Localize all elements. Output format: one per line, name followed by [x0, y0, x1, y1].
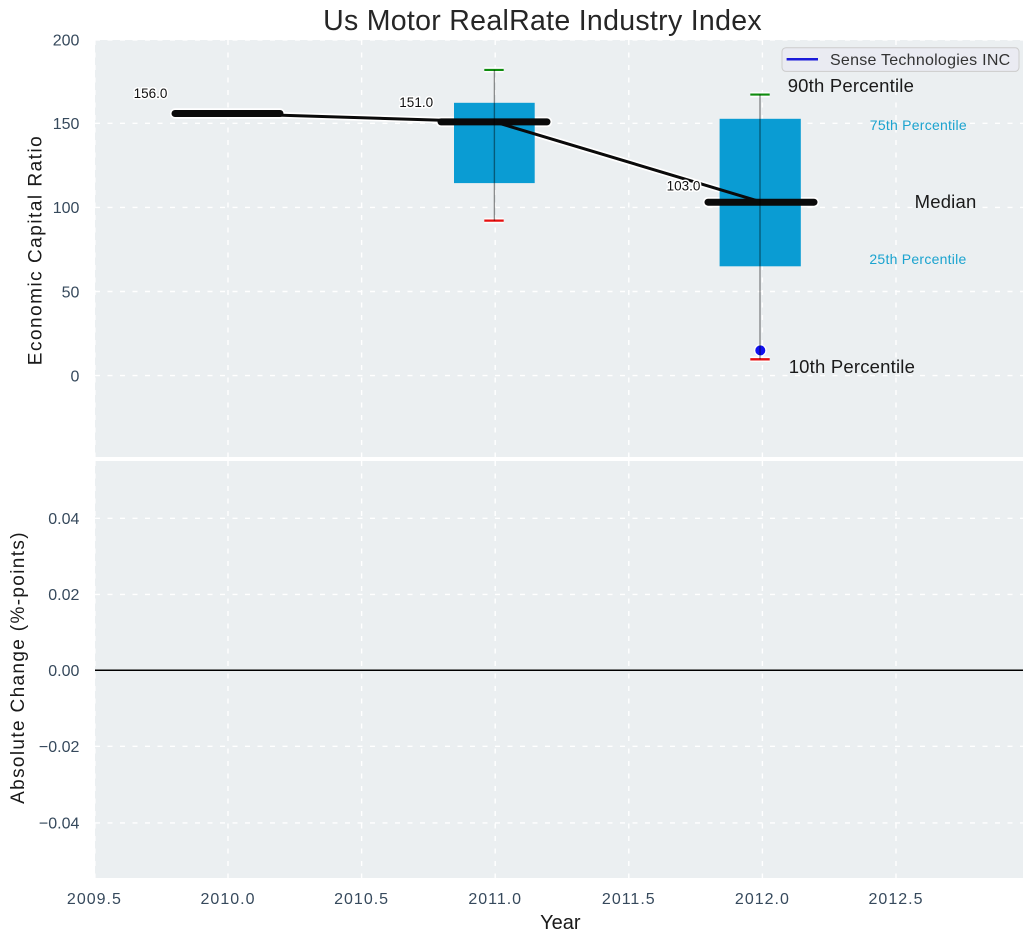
svg-text:10th Percentile: 10th Percentile [789, 356, 915, 377]
svg-text:151.0: 151.0 [399, 95, 433, 110]
svg-text:Year: Year [540, 912, 581, 934]
svg-text:2010.5: 2010.5 [334, 891, 389, 908]
svg-text:−0.04: −0.04 [39, 816, 80, 833]
svg-text:150: 150 [53, 116, 80, 133]
svg-text:100: 100 [53, 200, 80, 217]
svg-text:200: 200 [53, 33, 80, 50]
svg-text:75th Percentile: 75th Percentile [870, 117, 967, 133]
svg-text:2012.0: 2012.0 [735, 891, 790, 908]
svg-text:2010.0: 2010.0 [201, 891, 256, 908]
svg-text:90th Percentile: 90th Percentile [788, 75, 914, 96]
svg-text:Absolute Change (%-points): Absolute Change (%-points) [8, 531, 29, 804]
svg-text:0: 0 [70, 368, 79, 385]
svg-text:2009.5: 2009.5 [67, 891, 122, 908]
svg-text:0.04: 0.04 [48, 511, 79, 528]
svg-text:103.0: 103.0 [667, 179, 701, 194]
svg-text:Us Motor RealRate Industry Ind: Us Motor RealRate Industry Index [323, 5, 762, 37]
svg-text:2011.5: 2011.5 [602, 891, 656, 908]
svg-text:0.00: 0.00 [48, 663, 79, 680]
svg-text:0.02: 0.02 [48, 587, 79, 604]
svg-text:Median: Median [915, 191, 977, 212]
svg-text:Sense Technologies INC: Sense Technologies INC [830, 52, 1010, 69]
svg-text:2011.0: 2011.0 [468, 891, 522, 908]
svg-text:−0.02: −0.02 [39, 739, 80, 756]
svg-text:156.0: 156.0 [134, 86, 168, 101]
svg-text:25th Percentile: 25th Percentile [869, 251, 966, 267]
svg-text:2012.5: 2012.5 [869, 891, 924, 908]
svg-text:Economic Capital Ratio: Economic Capital Ratio [26, 135, 47, 365]
svg-text:50: 50 [62, 284, 80, 301]
